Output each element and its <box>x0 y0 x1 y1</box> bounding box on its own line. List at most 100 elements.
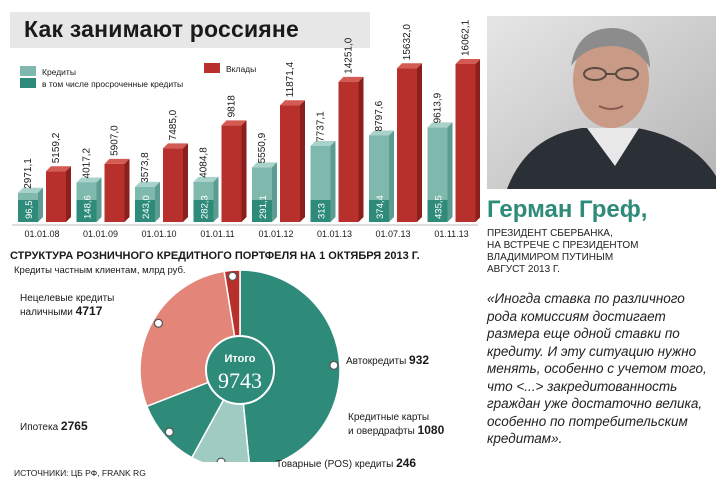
bar-deposits-top <box>104 158 130 164</box>
label-deposits-value: 11871,4 <box>285 61 296 97</box>
bar-deposits <box>163 148 183 222</box>
annotation-cash-value: 4717 <box>75 304 103 318</box>
marker-cards <box>164 427 174 437</box>
annotation-cash-label: Нецелевые кредиты <box>20 293 115 304</box>
x-tick-label: 01.01.12 <box>258 229 293 239</box>
legend-credits: Кредиты <box>42 67 76 77</box>
bar-credits-top <box>76 177 102 183</box>
label-credits-value: 5550,9 <box>257 132 268 163</box>
label-deposits-value: 16062,1 <box>461 19 472 56</box>
person-name: Герман Греф, <box>487 196 648 223</box>
bar-overdue <box>135 200 155 222</box>
title-banner: Как занимают россияне <box>10 12 370 48</box>
bar-credits-side <box>330 140 336 222</box>
legend-swatch-credits <box>20 66 36 76</box>
annotation-mortgage-label: Ипотека <box>20 422 59 433</box>
annotation-auto: Автокредиты 932 <box>346 354 429 368</box>
bar-credits-side <box>213 176 219 222</box>
person-title-line: НА ВСТРЕЧЕ С ПРЕЗИДЕНТОМ <box>487 240 639 251</box>
bar-deposits <box>221 125 242 222</box>
bar-deposits-top <box>455 59 480 64</box>
bar-deposits-side <box>475 59 480 222</box>
donut-title: СТРУКТУРА РОЗНИЧНОГО КРЕДИТНОГО ПОРТФЕЛЯ… <box>10 250 420 262</box>
label-credits-value: 7737,1 <box>316 111 327 142</box>
bar-credits-top <box>18 187 43 193</box>
x-tick-label: 01.01.10 <box>141 229 176 239</box>
label-credits-value: 4084,8 <box>199 147 210 178</box>
legend-deposits: Вклады <box>226 64 257 74</box>
annotation-auto-label: Автокредиты <box>346 356 407 367</box>
annotation-mortgage-value: 2765 <box>60 419 88 433</box>
x-tick-label: 01.11.13 <box>434 229 468 239</box>
bar-deposits <box>455 64 476 222</box>
x-tick-label: 01.07.13 <box>375 229 410 239</box>
donut-center-label: Итого <box>224 353 255 365</box>
annotation-pos: Товарные (POS) кредиты 246 <box>276 457 416 471</box>
bar-deposits-side <box>241 120 247 222</box>
annotation-pos-value: 246 <box>396 456 417 470</box>
bar-credits-side <box>155 181 160 222</box>
label-overdue-value: 148,6 <box>83 195 94 219</box>
x-tick-label: 01.01.09 <box>83 229 118 239</box>
bar-deposits-side <box>300 100 305 222</box>
label-overdue-value: 96,5 <box>24 201 35 220</box>
label-credits-value: 9613,9 <box>433 92 444 123</box>
bar-credits-top <box>193 176 219 182</box>
bar-overdue <box>427 200 448 222</box>
label-deposits-value: 5159,2 <box>51 132 62 163</box>
label-overdue-value: 313 <box>317 203 328 219</box>
bar-deposits-top <box>163 143 188 149</box>
label-credits-value: 8797,6 <box>374 100 385 131</box>
bar-deposits <box>46 171 66 222</box>
annotation-cards: Кредитные карты и овердрафты 1080 <box>348 411 444 438</box>
person-title-line: ПРЕЗИДЕНТ СБЕРБАНКА, <box>487 228 613 239</box>
bar-credits-side <box>447 122 453 222</box>
label-deposits-value: 9818 <box>227 95 238 118</box>
marker-auto <box>216 457 226 462</box>
label-overdue-value: 282,3 <box>200 195 211 219</box>
bar-overdue <box>310 200 331 222</box>
bar-credits-side <box>38 187 43 222</box>
bar-overdue <box>193 200 214 222</box>
bar-chart: 2971,1 96,5 5159,2 01.01.08 4017,2 148,6 5907,… <box>12 19 480 239</box>
annotation-cash-label-2: наличными 4717 <box>20 304 103 319</box>
x-tick-label: 01.01.13 <box>317 229 352 239</box>
bar-overdue <box>76 200 97 222</box>
bar-deposits-top <box>338 76 364 82</box>
bar-credits-top <box>135 181 160 187</box>
donut-total: 9743 <box>218 368 262 393</box>
annotation-auto-value: 932 <box>409 353 430 367</box>
bar-credits-side <box>389 130 394 222</box>
bar-deposits-side <box>66 166 71 222</box>
donut-center <box>205 335 275 405</box>
label-credits-value: 4017,2 <box>82 147 93 178</box>
annotation-cash: Нецелевые кредиты наличными 4717 <box>20 292 114 319</box>
page-title: Как занимают россияне <box>24 16 300 42</box>
x-tick-label: 01.01.11 <box>200 229 234 239</box>
label-overdue-value: 291,1 <box>258 195 269 219</box>
legend-swatch-deposits <box>204 63 220 73</box>
bar-deposits-side <box>183 143 188 222</box>
bar-credits-side <box>96 177 102 222</box>
label-deposits-value: 5907,0 <box>110 125 121 156</box>
bar-credits-top <box>310 140 336 146</box>
label-overdue-value: 435,5 <box>434 195 445 219</box>
annotation-cards-label: Кредитные карты <box>348 412 430 423</box>
bar-deposits <box>280 105 300 222</box>
marker-mortgage <box>153 318 164 328</box>
bar-deposits-top <box>221 120 247 126</box>
legend-overdue: в том числе просроченные кредиты <box>42 79 184 89</box>
bar-deposits <box>397 68 417 222</box>
quote-text: «Иногда ставка по различного рода комисс… <box>487 291 707 446</box>
label-deposits-value: 7485,0 <box>168 109 179 140</box>
bar-deposits-side <box>124 158 130 222</box>
annotation-mortgage: Ипотека 2765 <box>20 420 88 434</box>
bar-overdue <box>252 200 272 222</box>
bar-overdue <box>18 200 38 222</box>
label-credits-value: 2971,1 <box>23 158 34 189</box>
bar-credits-side <box>272 162 277 222</box>
portrait-illustration <box>487 16 716 189</box>
bar-deposits <box>104 163 125 222</box>
bar-deposits-top <box>397 63 422 69</box>
person-title: ПРЕЗИДЕНТ СБЕРБАНКА, НА ВСТРЕЧЕ С ПРЕЗИД… <box>487 228 638 276</box>
